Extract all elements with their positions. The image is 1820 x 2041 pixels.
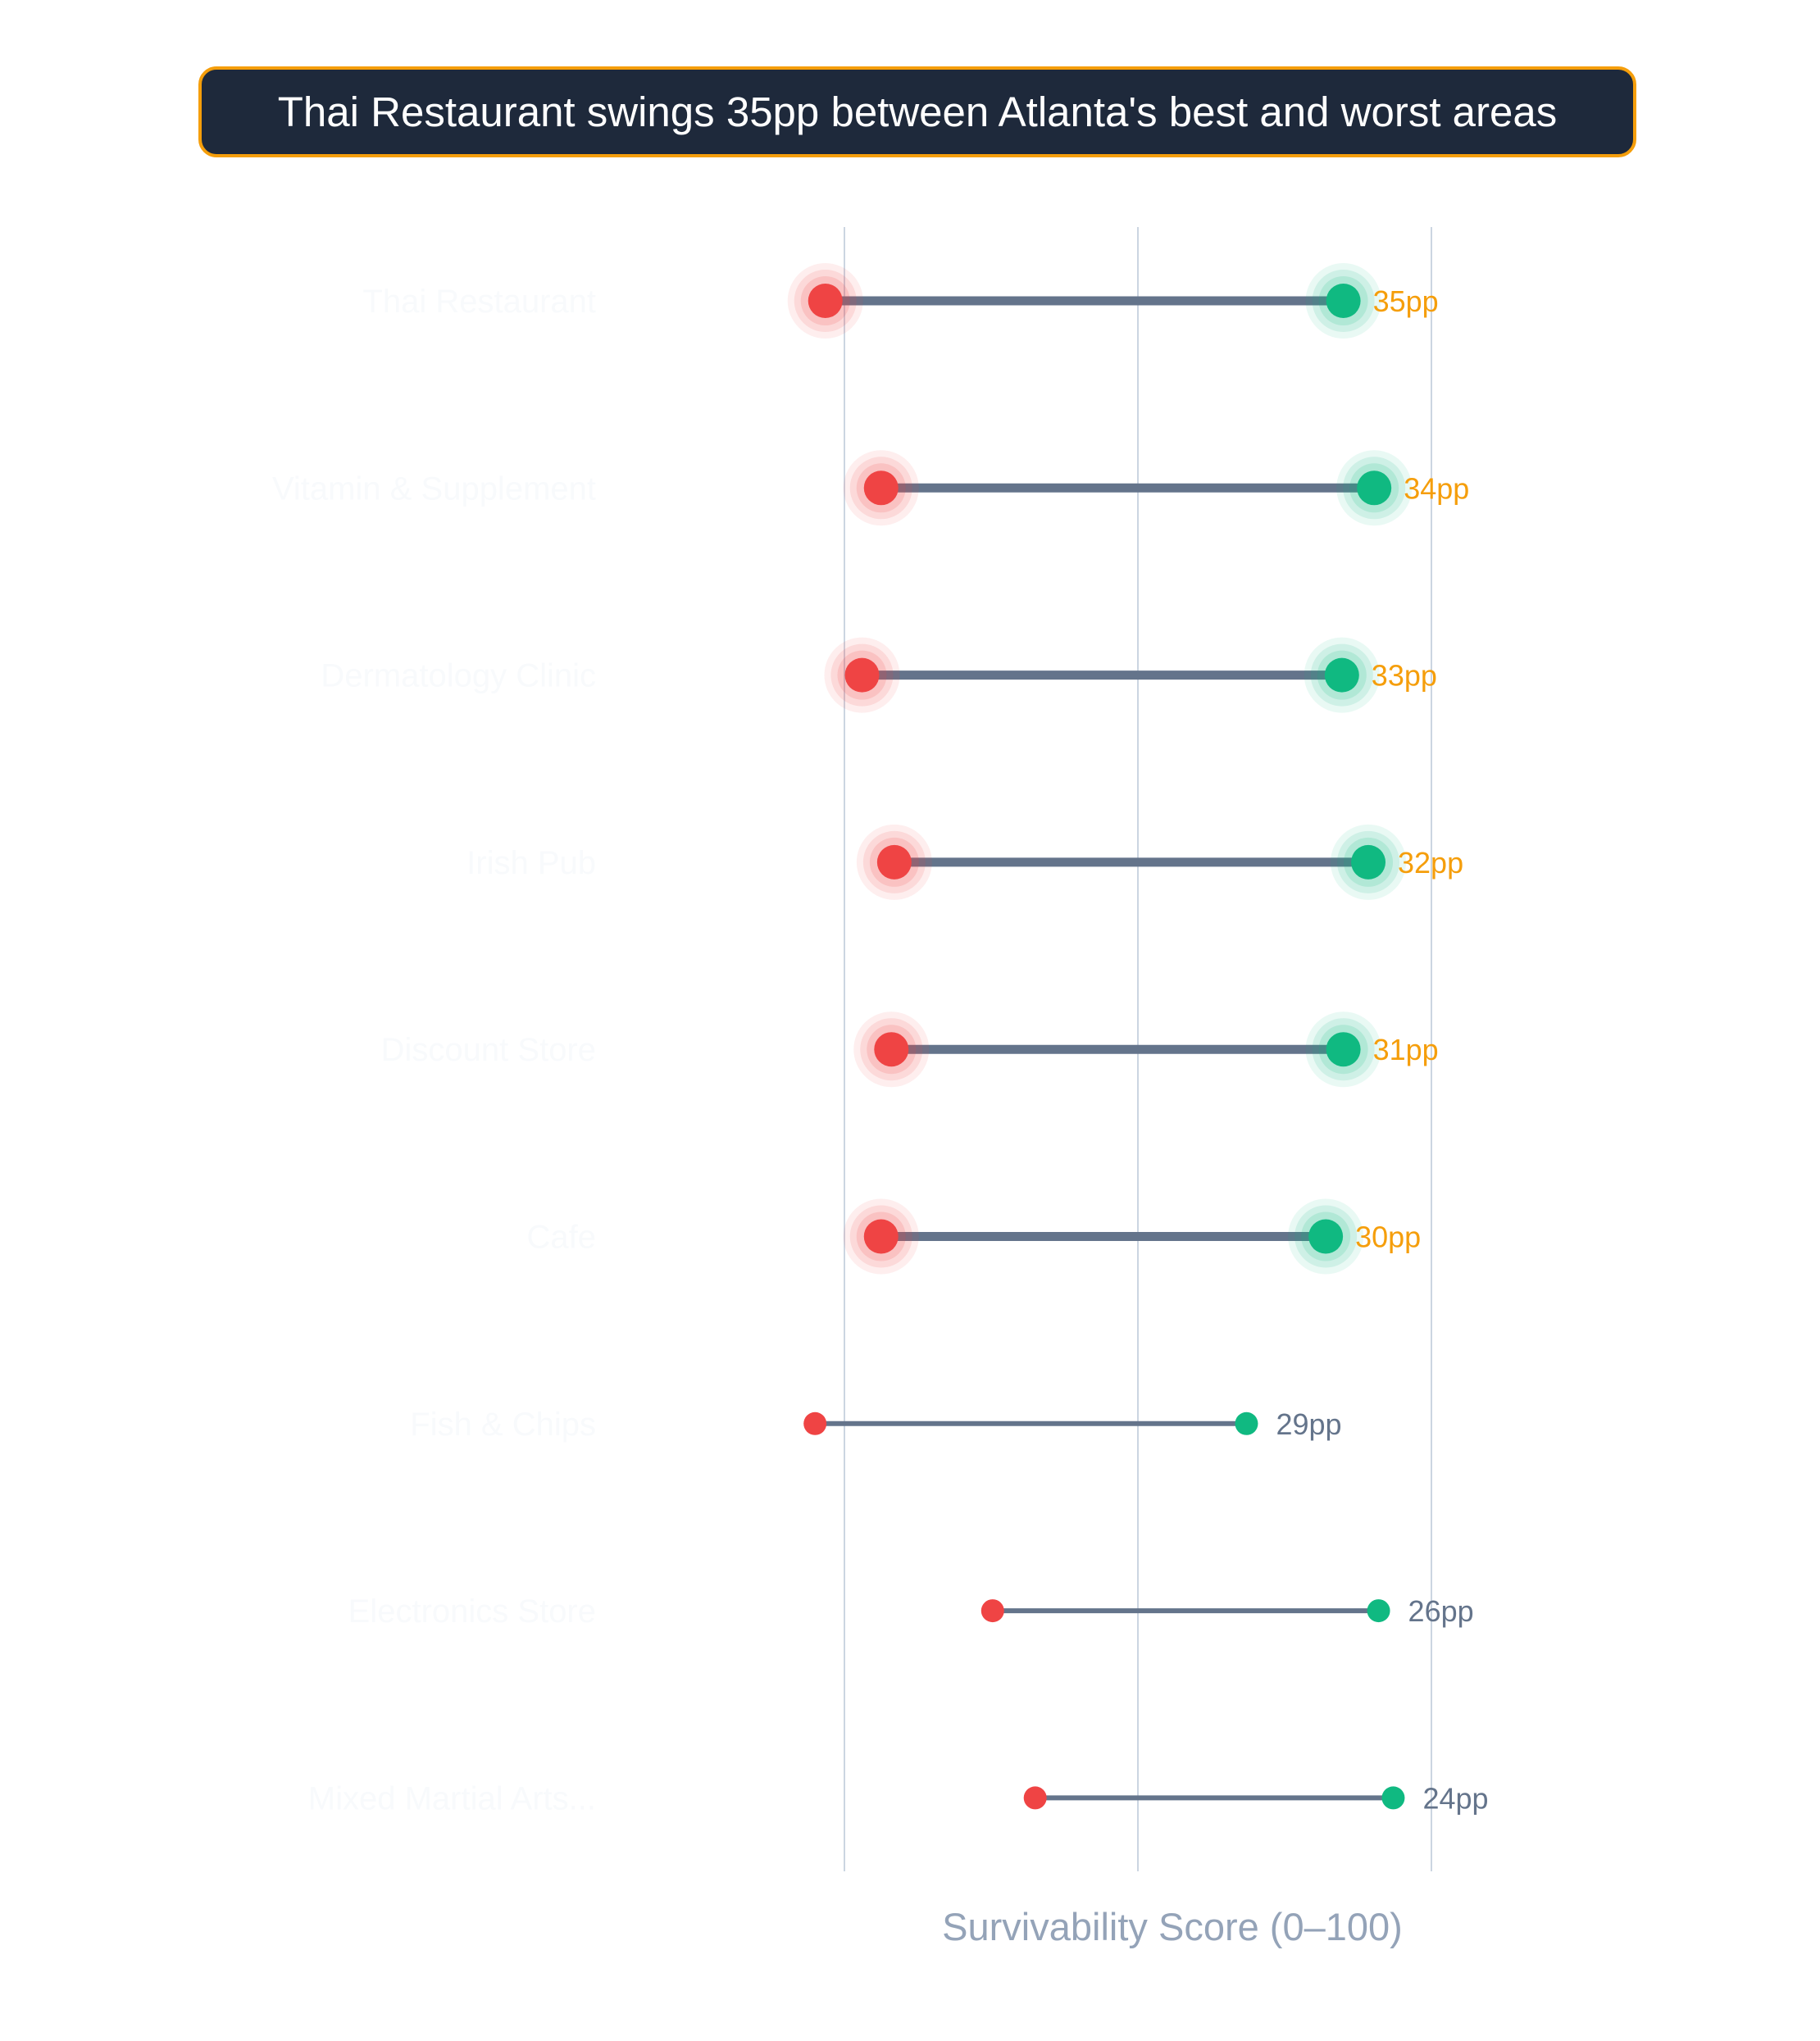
gap-label: 24pp: [1422, 1781, 1488, 1815]
dumbbell-row: Electronics Store 26pp: [348, 1593, 1474, 1630]
category-label: Cafe: [527, 1220, 597, 1256]
dumbbell-row: Fish & Chips 29pp: [410, 1407, 1341, 1443]
worst-point: [1023, 1786, 1047, 1810]
category-label: Vitamin & Supplement: [272, 470, 596, 507]
gap-label: 32pp: [1398, 846, 1463, 880]
best-point: [1326, 284, 1361, 318]
dumbbell-row: Vitamin & Supplement 34pp: [272, 450, 1469, 526]
worst-point: [844, 657, 880, 693]
category-label: Irish Pub: [466, 845, 596, 881]
category-label: Dermatology Clinic: [321, 658, 596, 694]
worst-point: [803, 1411, 827, 1435]
category-label: Thai Restaurant: [362, 284, 596, 320]
dumbbell-rows: Thai Restaurant 35pp Vitamin & Supplement 3…: [272, 263, 1489, 1816]
best-point: [1326, 1032, 1361, 1067]
best-point: [1324, 657, 1359, 693]
dumbbell-row: Discount Store 31pp: [381, 1011, 1439, 1088]
dumbbell-row: Irish Pub 32pp: [466, 824, 1463, 900]
worst-point: [981, 1599, 1004, 1623]
worst-point: [874, 1032, 909, 1067]
dumbbell-row: Mixed Martial Arts... 24pp: [308, 1780, 1489, 1816]
chart-title: Thai Restaurant swings 35pp between Atla…: [198, 66, 1636, 157]
best-point: [1357, 470, 1392, 506]
x-axis-title: Survivability Score (0–100): [942, 1905, 1403, 1948]
gap-label: 29pp: [1276, 1407, 1341, 1441]
dumbbell-row: Thai Restaurant 35pp: [362, 263, 1439, 339]
gap-label: 35pp: [1373, 284, 1439, 318]
worst-point: [863, 470, 899, 506]
category-label: Fish & Chips: [410, 1407, 596, 1443]
best-point: [1235, 1411, 1258, 1435]
dumbbell-row: Cafe 30pp: [527, 1198, 1421, 1275]
worst-point: [863, 1219, 899, 1254]
worst-point: [876, 844, 912, 880]
gap-label: 26pp: [1408, 1594, 1474, 1628]
worst-point: [808, 284, 843, 318]
gap-label: 34pp: [1404, 471, 1469, 505]
dumbbell-row: Dermatology Clinic 33pp: [321, 637, 1437, 713]
best-point: [1351, 844, 1386, 880]
gap-label: 33pp: [1372, 659, 1437, 693]
category-label: Electronics Store: [348, 1593, 596, 1630]
gap-label: 31pp: [1373, 1033, 1439, 1066]
best-point: [1367, 1599, 1390, 1623]
gap-label: 30pp: [1355, 1221, 1421, 1254]
category-label: Discount Store: [381, 1032, 596, 1068]
category-label: Mixed Martial Arts...: [308, 1780, 596, 1816]
best-point: [1381, 1786, 1405, 1810]
best-point: [1308, 1219, 1344, 1254]
